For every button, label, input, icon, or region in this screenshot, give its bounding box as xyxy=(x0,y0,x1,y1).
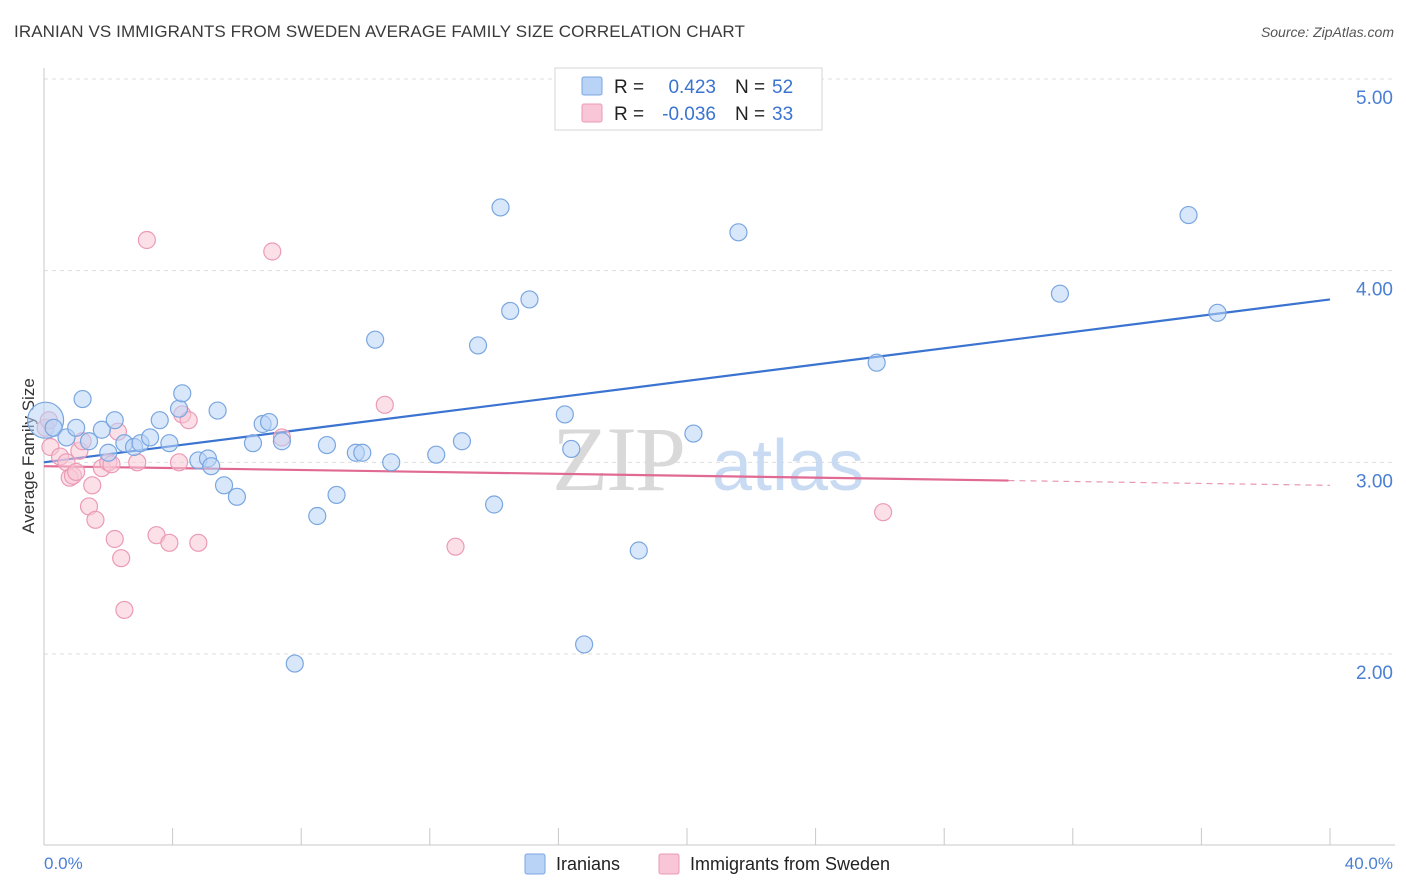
iranians-point-28 xyxy=(308,506,327,526)
iranians-point-22 xyxy=(227,487,246,506)
legend-r-value-1: 0.423 xyxy=(668,77,716,98)
iranians-point-38 xyxy=(485,495,504,514)
iranians-point-27 xyxy=(285,654,304,673)
iranians-point-48 xyxy=(867,353,886,372)
trend-lines xyxy=(43,298,1331,486)
bottom-legend-swatch-iranians xyxy=(524,853,546,875)
sweden-point-30 xyxy=(446,537,465,556)
chart-title: IRANIAN VS IMMIGRANTS FROM SWEDEN AVERAG… xyxy=(14,22,745,41)
y-tick-label-3: 5.00 xyxy=(1356,88,1393,109)
sweden-point-19 xyxy=(128,453,147,472)
sweden-point-27 xyxy=(263,242,282,261)
iranians-point-51 xyxy=(1208,303,1227,322)
iranians-point-6 xyxy=(92,420,111,439)
iranians-point-21 xyxy=(214,476,234,495)
y-axis-label: Average Family Size xyxy=(19,378,38,534)
iranians-point-8 xyxy=(105,411,124,430)
iranians-point-14 xyxy=(160,434,179,453)
sweden-point-6 xyxy=(67,462,86,482)
iranians-point-29 xyxy=(317,435,337,455)
iranians-point-41 xyxy=(520,290,539,309)
legend-r-label-2: R = xyxy=(614,104,644,125)
iranians-point-30 xyxy=(327,485,346,505)
iranians-point-23 xyxy=(243,434,263,453)
iranians-point-5 xyxy=(79,432,99,451)
tick-labels: 2.00 3.00 4.00 5.00 0.0% 40.0% xyxy=(44,88,1393,873)
legend-swatch-iranians xyxy=(581,76,603,96)
legend-n-value-1: 52 xyxy=(772,77,793,98)
sweden-trend-line-extrapolated xyxy=(1008,479,1331,486)
y-tick-label-2: 4.00 xyxy=(1356,280,1393,301)
sweden-point-26 xyxy=(189,533,208,552)
sweden-point-31 xyxy=(874,503,893,522)
legend-n-label-1: N = xyxy=(735,77,765,98)
iranians-point-35 xyxy=(427,445,446,464)
axes xyxy=(43,68,1395,846)
iranians-point-33 xyxy=(366,330,385,349)
legend-r-value-2: -0.036 xyxy=(662,104,716,125)
iranians-point-13 xyxy=(150,411,169,430)
bottom-legend-iranians: Iranians xyxy=(556,854,620,874)
sweden-point-18 xyxy=(115,600,134,620)
iranians-point-26 xyxy=(272,432,292,451)
legend-r-label-1: R = xyxy=(614,77,644,98)
bottom-legend-swatch-sweden xyxy=(658,853,680,875)
legend-top: R = 0.423 N = 52 R = -0.036 N = 33 xyxy=(554,67,823,131)
iranians-point-12 xyxy=(140,428,160,447)
iranians-point-25 xyxy=(259,412,279,432)
y-tick-label-0: 2.00 xyxy=(1356,663,1393,684)
sweden-point-20 xyxy=(137,230,156,250)
iranians-point-1 xyxy=(44,418,63,437)
iranians-trend-line xyxy=(43,298,1331,464)
sweden-point-22 xyxy=(160,533,179,552)
iranians-point-42 xyxy=(555,405,574,424)
legend-bottom: Iranians Immigrants from Sweden xyxy=(524,853,890,875)
y-tick-label-1: 3.00 xyxy=(1356,471,1393,492)
iranians-point-16 xyxy=(173,384,192,403)
sweden-point-15 xyxy=(105,529,124,549)
watermark: ZIP atlas xyxy=(552,408,864,510)
sweden-point-10 xyxy=(83,476,102,495)
iranians-point-37 xyxy=(468,336,488,355)
iranians-point-40 xyxy=(501,301,520,321)
iranians-point-32 xyxy=(353,443,372,462)
iranians-point-4 xyxy=(73,389,92,409)
data-points xyxy=(27,198,1227,673)
sweden-point-29 xyxy=(375,395,394,414)
iranians-point-7 xyxy=(99,443,118,462)
iranians-point-36 xyxy=(452,432,472,451)
iranians-point-19 xyxy=(202,457,221,476)
iranians-point-49 xyxy=(1050,284,1070,303)
legend-swatch-sweden xyxy=(581,103,603,123)
iranians-point-39 xyxy=(491,198,510,217)
iranians-point-43 xyxy=(562,439,581,459)
iranians-point-15 xyxy=(169,399,189,418)
iranians-point-47 xyxy=(729,223,748,242)
iranians-point-50 xyxy=(1179,205,1198,225)
iranians-point-44 xyxy=(575,635,594,654)
sweden-point-11 xyxy=(86,510,105,529)
legend-n-label-2: N = xyxy=(735,104,765,125)
source-label: Source: ZipAtlas.com xyxy=(1260,24,1394,40)
grid-lines xyxy=(44,78,1395,655)
watermark-atlas: atlas xyxy=(712,426,864,506)
sweden-point-17 xyxy=(112,549,131,568)
watermark-zip: ZIP xyxy=(552,408,684,510)
iranians-point-3 xyxy=(67,418,86,437)
iranians-point-20 xyxy=(208,401,227,420)
legend-n-value-2: 33 xyxy=(772,104,793,125)
iranians-point-34 xyxy=(382,453,401,472)
iranians-point-45 xyxy=(629,541,648,560)
bottom-legend-sweden: Immigrants from Sweden xyxy=(690,854,890,874)
sweden-point-23 xyxy=(169,453,189,472)
iranians-point-46 xyxy=(684,424,703,443)
x-tick-label-0: 0.0% xyxy=(44,854,83,873)
x-tick-label-1: 40.0% xyxy=(1345,854,1393,873)
